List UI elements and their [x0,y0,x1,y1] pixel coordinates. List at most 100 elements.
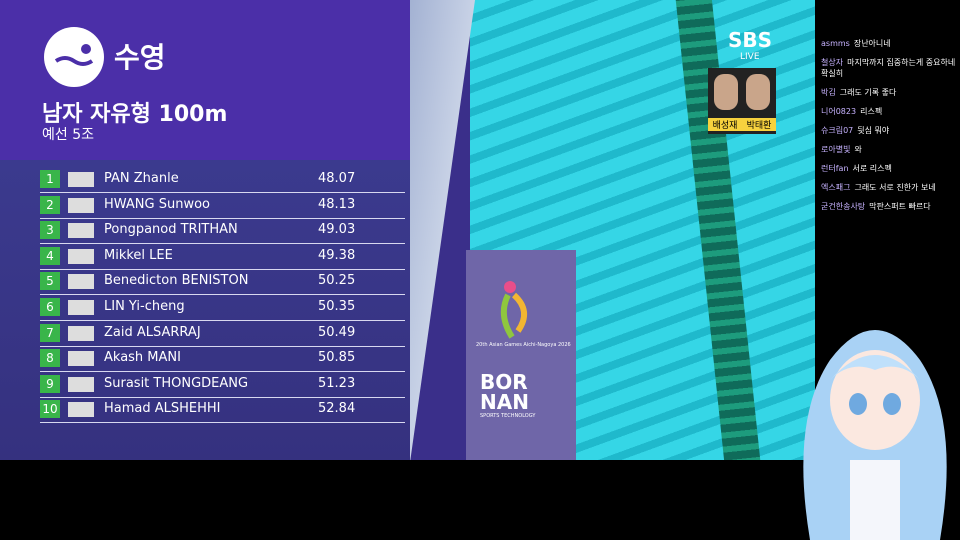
athlete-name: Zaid ALSARRAJ [104,324,201,340]
result-row: 4 Mikkel LEE 49.38 [40,245,405,270]
athlete-name: HWANG Sunwoo [104,196,211,212]
chat-text: 막판스퍼트 빠르다 [869,202,931,211]
commentator-name: 배성재 [708,118,742,131]
flag [68,274,94,290]
result-row: 5 Benedicton BENISTON 50.25 [40,270,405,296]
sponsor-line: BOR [480,370,528,394]
flag [68,376,94,392]
athlete-name: Benedicton BENISTON [104,273,249,289]
broadcaster-logo: SBS [728,28,773,52]
athlete-name: Surasit THONGDEANG [104,375,249,391]
commentator-name: 박태환 [742,118,776,131]
athlete-name: Hamad ALSHEHHI [104,401,221,417]
chat-text: 그래도 서로 진한가 보네 [854,183,936,192]
sponsor-line: NAN [480,390,529,414]
logo-area: 20th Asian Games Aichi-Nagoya 2026 BOR NA… [466,250,576,460]
rank: 5 [40,272,60,291]
flag [68,197,94,213]
flag [68,402,94,418]
sport-title: 수영 [114,41,166,74]
rank: 6 [40,298,60,316]
time: 50.25 [318,273,356,289]
result-row: 10 Hamad ALSHEHHI 52.84 [40,398,405,424]
chat-text: 서로 리스펙 [852,164,892,173]
rank: 3 [40,221,60,240]
flag [68,325,94,341]
flag [68,223,94,239]
rank: 9 [40,374,60,393]
athlete-name: Mikkel LEE [104,247,173,263]
result-row: 8 Akash MANI 50.85 [40,347,405,373]
chat-text: 장난아니네 [853,39,891,48]
live-label: LIVE [740,52,760,62]
chat-text: 그래도 기록 좋다 [839,88,897,97]
chat-user: 니어0823 [821,107,857,116]
chat-user: 굳건한송사탕 [821,202,866,211]
rank: 2 [40,195,60,214]
chat-user: 슈크림07 [821,126,854,135]
chat-user: 로아별빛 [821,145,851,154]
games-emblem [500,281,527,339]
flag [68,300,94,315]
sponsor-tagline: SPORTS TECHNOLOGY [480,413,536,419]
avatar [803,330,947,540]
games-logo-text: 20th Asian Games Aichi-Nagoya 2026 [476,342,571,348]
commentator-box: 배성재 박태환 [708,68,776,134]
athlete-name: PAN Zhanle [104,171,179,186]
sponsor: BOR NAN SPORTS TECHNOLOGY [480,372,535,420]
commentator [746,74,770,110]
result-row: 7 Zaid ALSARRAJ 50.49 [40,322,405,347]
sport-icon [44,27,104,87]
chat-text: 와 [854,145,862,154]
athlete-name: Pongpanod TRITHAN [104,222,238,238]
time: 50.35 [318,299,356,314]
time: 51.23 [318,375,356,391]
result-row: 2 HWANG Sunwoo 48.13 [40,194,405,219]
chat-message: 굳건한송사탕 막판스퍼트 빠르다 [815,199,960,218]
chat-user: 엑스패그 [821,183,851,192]
chat-message: 엑스패그 그래도 서로 진한가 보네 [815,180,960,199]
time: 52.84 [318,401,356,417]
athlete-name: Akash MANI [104,350,181,366]
result-row: 1 PAN Zhanle 48.07 [40,168,405,193]
time: 50.49 [318,324,356,340]
result-row: 3 Pongpanod TRITHAN 49.03 [40,219,405,245]
time: 48.13 [318,196,356,212]
flag [68,172,94,187]
time: 48.07 [318,171,356,186]
chat-message: asmms 장난아니네 [815,36,960,55]
chat-message: 로아별빛 와 [815,142,960,161]
result-row: 6 LIN Yi-cheng 50.35 [40,296,405,321]
chat-user: 런터fan [821,164,849,173]
chat-message: 니어0823 리스펙 [815,104,960,123]
result-row: 9 Surasit THONGDEANG 51.23 [40,373,405,398]
rank: 4 [40,246,60,265]
rank: 8 [40,349,60,368]
time: 50.85 [318,350,356,366]
chat-message: 박김 그래도 기록 좋다 [815,85,960,104]
event-title: 남자 자유형 100m [42,102,228,127]
spacer [815,0,960,36]
rank: 1 [40,170,60,188]
chat-user: asmms [821,39,850,48]
athlete-name: LIN Yi-cheng [104,299,185,314]
commentator [714,74,738,110]
chat-text: 리스펙 [860,107,883,116]
chat-text: 뒷심 뭐야 [857,126,890,135]
chat-user: 박김 [821,88,836,97]
chat-message: 슈크림07 뒷심 뭐야 [815,123,960,142]
rank: 10 [40,400,60,419]
flag [68,248,94,264]
chat-user: 철상자 [821,58,844,67]
video: 20th Asian Games Aichi-Nagoya 2026 BOR NA… [0,0,815,460]
rank: 7 [40,323,60,342]
chat-message: 런터fan 서로 리스펙 [815,161,960,180]
results-panel: 수영 남자 자유형 100m 예선 5조 1 PAN Zhanle 48.07 2 HW… [0,0,410,460]
flag [68,351,94,367]
time: 49.03 [318,222,356,238]
time: 49.38 [318,247,356,263]
heat-label: 예선 5조 [42,127,94,143]
chat-text: 마지막까지 집중하는게 중요하네 확실히 [821,58,956,78]
chat-message: 철상자 마지막까지 집중하는게 중요하네 확실히 [815,55,960,85]
